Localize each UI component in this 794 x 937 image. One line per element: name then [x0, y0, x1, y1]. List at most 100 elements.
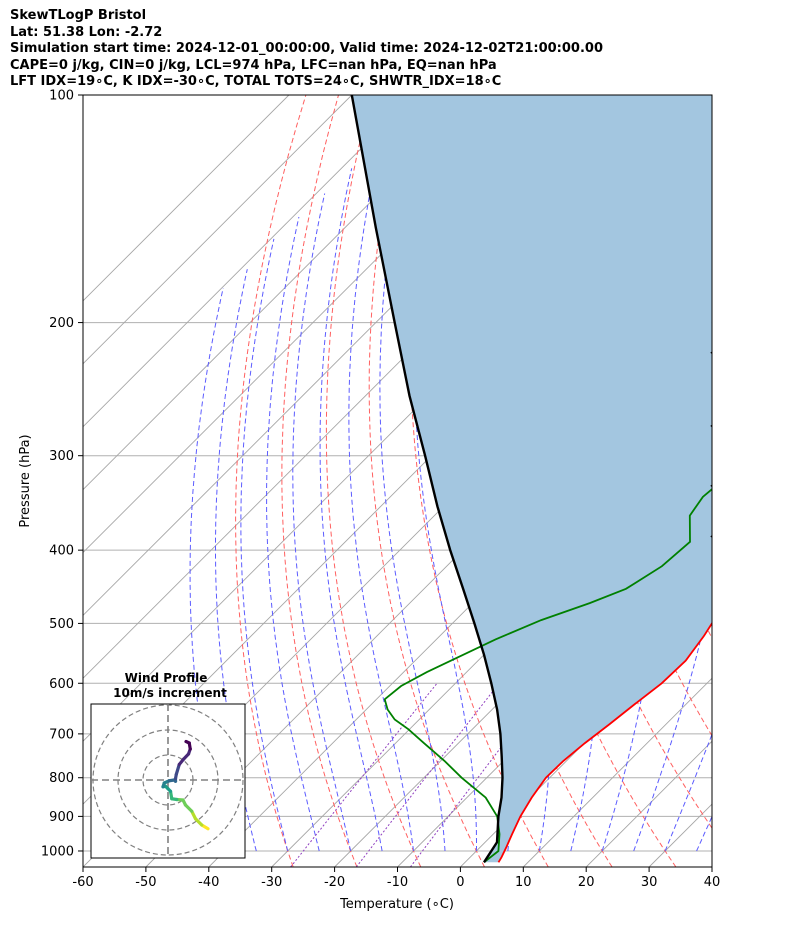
barb-flag	[752, 98, 755, 112]
barb-flag	[713, 422, 724, 432]
barb-flag	[743, 777, 747, 791]
barb-shaft	[711, 756, 712, 758]
barb-flag	[746, 792, 751, 798]
moist-adiabat	[760, 95, 794, 851]
isotherm	[83, 95, 290, 302]
isotherm	[711, 866, 712, 867]
moist-adiabat	[292, 193, 352, 852]
x-tick-label: -30	[261, 875, 282, 890]
hodograph-subtitle: 10m/s increment	[113, 686, 227, 700]
wind-barb	[711, 791, 757, 804]
y-tick-label: 900	[49, 810, 74, 825]
wind-barb	[711, 168, 747, 202]
barb-flag	[718, 492, 729, 502]
barb-flag	[750, 764, 759, 776]
barb-flag	[719, 580, 729, 590]
wind-barb	[711, 95, 755, 112]
moist-adiabat	[319, 168, 383, 852]
moist-adiabat	[633, 95, 712, 852]
barb-flag	[730, 740, 738, 752]
moist-adiabat	[379, 95, 446, 852]
y-tick-label: 800	[49, 771, 74, 786]
barb-flag	[716, 354, 727, 364]
y-axis-label: Pressure (hPa)	[18, 434, 33, 527]
stability-indices: LFT IDX=19∘C, K IDX=-30∘C, TOTAL TOTS=24…	[10, 74, 502, 89]
barb-flag	[723, 617, 732, 628]
barb-shaft	[711, 777, 712, 778]
x-tick-label: 0	[456, 875, 464, 890]
barb-flag	[715, 412, 720, 419]
moist-adiabat	[240, 238, 289, 852]
barb-flag	[738, 185, 742, 199]
barb-flag	[716, 537, 727, 547]
barb-flag	[730, 882, 738, 894]
isotherm	[83, 95, 416, 428]
y-tick-label: 500	[49, 617, 74, 632]
temperature-line	[497, 621, 712, 863]
barb-flag	[719, 299, 729, 309]
chart-header: SkewTLogP Bristol Lat: 51.38 Lon: -2.72 …	[10, 8, 603, 91]
wind-barb	[711, 216, 735, 261]
moist-adiabat	[348, 126, 414, 852]
barb-shaft	[711, 623, 712, 625]
barb-flag	[743, 188, 747, 202]
convective-parameters: CAPE=0 j/kg, CIN=0 j/kg, LCL=974 hPa, LF…	[10, 57, 497, 73]
isotherm	[775, 95, 794, 867]
wind-barb	[711, 733, 712, 735]
dry-adiabat	[762, 95, 794, 867]
barb-flag	[718, 543, 729, 553]
location-coordinates: Lat: 51.38 Lon: -2.72	[10, 24, 163, 40]
wind-barb	[711, 683, 738, 726]
barb-flag	[751, 791, 757, 804]
wind-barb	[711, 654, 738, 697]
barb-flag	[726, 250, 735, 261]
x-tick-label: 30	[641, 875, 658, 890]
barb-flag	[718, 432, 729, 442]
isotherm	[83, 95, 478, 491]
wind-barb	[711, 709, 738, 752]
wind-barb	[711, 550, 729, 590]
x-axis-label: Temperature (∘C)	[339, 897, 454, 912]
barb-flag	[730, 654, 738, 666]
barb-flag	[744, 766, 753, 778]
barb-flag	[719, 241, 728, 252]
isotherm	[83, 95, 353, 365]
isotherm	[334, 488, 712, 867]
shaded-area	[351, 95, 712, 863]
x-tick-label: 20	[578, 875, 595, 890]
barb-shaft	[711, 588, 712, 590]
profile-lines	[350, 95, 712, 864]
barb-flag	[713, 532, 724, 542]
y-tick-label: 400	[49, 544, 74, 559]
axes: -60 -50 -40 -30 -20 -10 0 10 20 30 40 1000 900 800 700…	[41, 89, 720, 891]
dry-adiabat	[368, 95, 485, 867]
wind-barb	[711, 756, 747, 791]
barb-shaft	[711, 269, 712, 271]
parcel-profile-line	[350, 95, 504, 863]
barb-shaft	[711, 322, 712, 325]
barb-shaft	[711, 816, 712, 818]
barb-flag	[730, 685, 738, 697]
barb-flag	[713, 482, 724, 492]
x-tick-label: 10	[515, 875, 532, 890]
y-tick-label: 700	[49, 727, 74, 742]
y-tick-label: 200	[49, 316, 74, 331]
barb-flag	[713, 349, 724, 359]
barb-flag	[743, 836, 747, 850]
y-tick-label: 100	[49, 89, 74, 104]
hodograph-plot	[91, 704, 245, 858]
x-tick-label: -50	[135, 875, 156, 890]
barb-flag	[718, 359, 729, 369]
barb-shaft	[711, 654, 712, 656]
barb-flag	[749, 140, 750, 155]
moist-adiabat	[664, 733, 712, 852]
wind-barb	[711, 126, 750, 155]
barb-flag	[730, 714, 738, 726]
barb-flag	[720, 289, 724, 296]
dry-adiabat	[235, 95, 307, 867]
wind-barb	[710, 395, 729, 442]
wind-barb	[711, 816, 747, 850]
barb-shaft	[711, 550, 712, 552]
hodograph-title: Wind Profile	[125, 671, 208, 685]
